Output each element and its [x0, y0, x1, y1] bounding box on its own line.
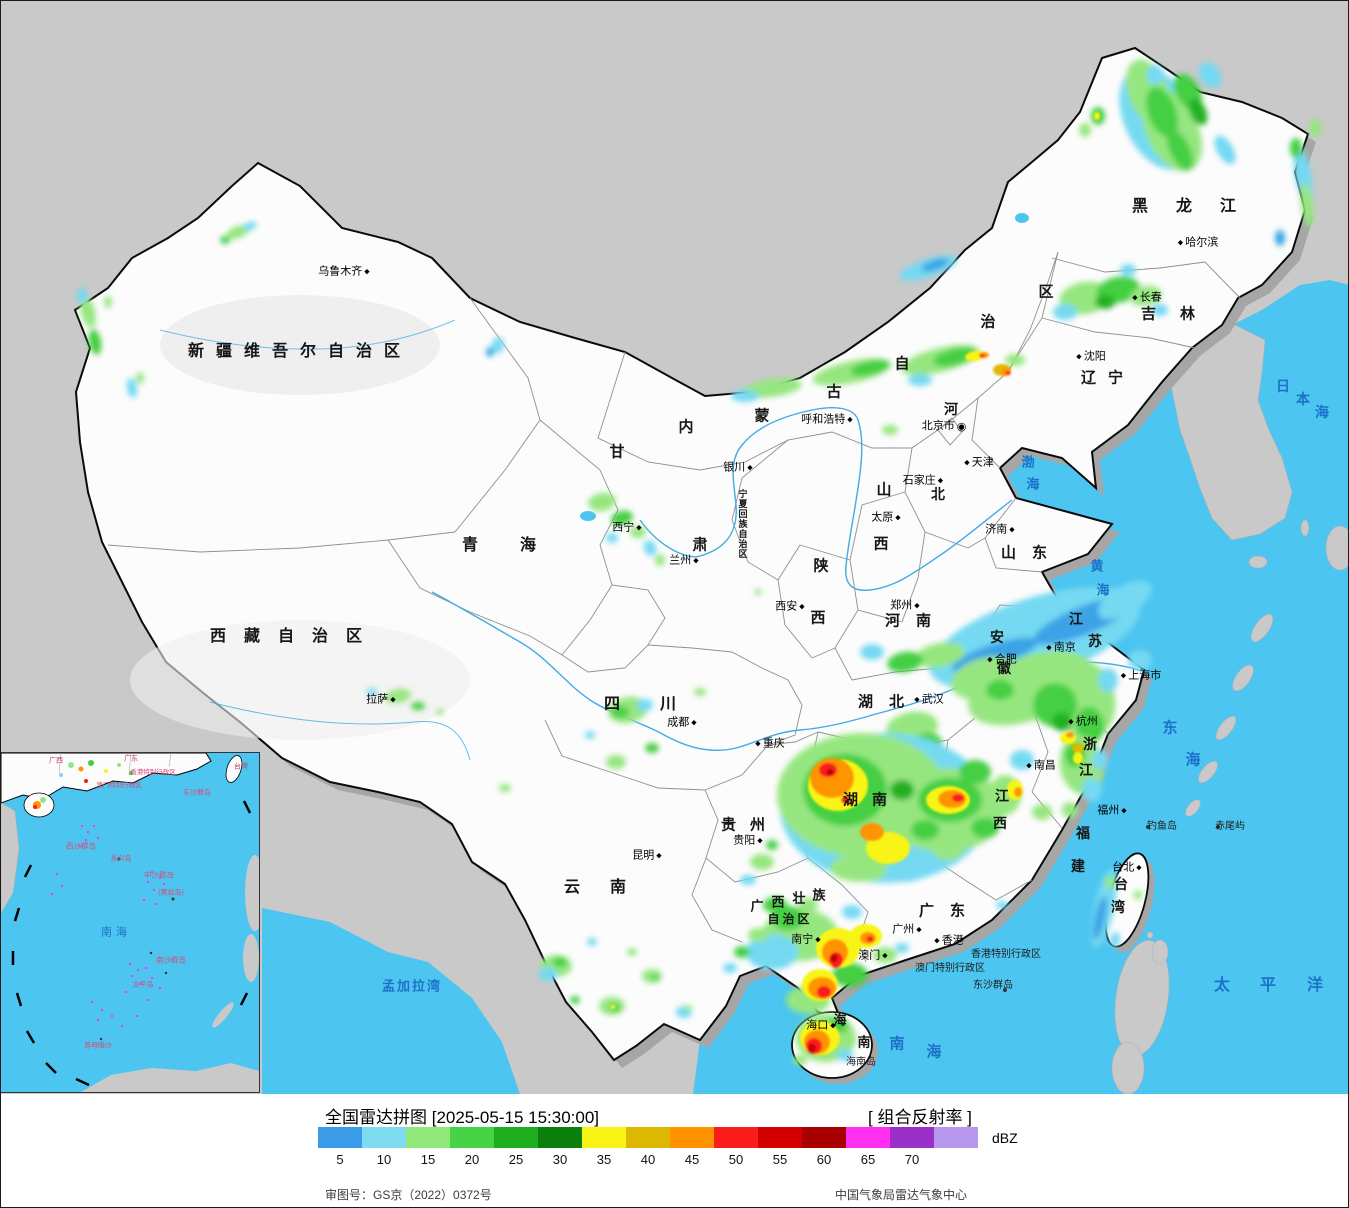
legend-tick-label: [934, 1152, 978, 1167]
inset-radar-echoes: [33, 760, 133, 809]
radar-echo-cores: [610, 112, 1100, 1055]
legend-color-segment: [318, 1127, 362, 1148]
approval-number: 审图号：GS京（2022）0372号: [325, 1188, 492, 1202]
inset-taiwan: [225, 755, 243, 783]
legend-color-segment: [670, 1127, 714, 1148]
colorbar: [318, 1127, 978, 1148]
legend-color-segment: [758, 1127, 802, 1148]
legend-tick-label: 35: [596, 1152, 612, 1167]
legend-color-segment: [450, 1127, 494, 1148]
legend-tick-label: 40: [640, 1152, 656, 1167]
radar-map: 新疆维吾尔自治区 西藏自治区 青海甘肃内蒙古自治区黑龙江 吉林 辽宁河北山西山东 河南陕西…: [0, 0, 1349, 1094]
small-island: [1146, 931, 1154, 939]
ryukyu-island: [1185, 799, 1201, 817]
ryukyu-island: [1215, 716, 1237, 740]
legend-panel: 全国雷达拼图 [2025-05-15 15:30:00] [ 组合反射率 ] d…: [0, 1094, 1349, 1208]
tsushima-island: [1300, 519, 1310, 537]
island-dots: [1003, 825, 1220, 992]
legend-color-segment: [802, 1127, 846, 1148]
product-name: [ 组合反射率 ]: [868, 1108, 972, 1127]
ryukyu-island: [1232, 664, 1254, 692]
korea-peninsula: [1169, 324, 1293, 541]
legend-tick-label: 20: [464, 1152, 480, 1167]
ryukyu-island: [1250, 613, 1274, 643]
legend-tick-label: 45: [684, 1152, 700, 1167]
legend-tick-label: 15: [420, 1152, 436, 1167]
tibet-relief: [130, 620, 470, 740]
legend-tick-label: 30: [552, 1152, 568, 1167]
inset-province-lines: [58, 753, 172, 776]
legend-tick-label: 70: [904, 1152, 920, 1167]
inset-mainland: [1, 753, 212, 804]
colorbar-unit-label: dBZ: [992, 1130, 1018, 1146]
kyushu-island: [1325, 525, 1349, 571]
legend-color-segment: [846, 1127, 890, 1148]
inset-svg: [1, 753, 259, 1092]
legend-tick-label: 65: [860, 1152, 876, 1167]
map-title: 全国雷达拼图 [2025-05-15 15:30:00]: [325, 1108, 600, 1127]
qinghai-lake: [580, 511, 596, 521]
babuyan-island: [1151, 939, 1169, 965]
legend-color-segment: [934, 1127, 978, 1148]
legend-color-segment: [890, 1127, 934, 1148]
legend-tick-label: 25: [508, 1152, 524, 1167]
legend-tick-label: 10: [376, 1152, 392, 1167]
legend-color-segment: [538, 1127, 582, 1148]
legend-color-segment: [626, 1127, 670, 1148]
legend-tick-label: 60: [816, 1152, 832, 1167]
foreign-land: [1111, 324, 1349, 1094]
legend-tick-label: 5: [336, 1152, 344, 1167]
legend-color-segment: [494, 1127, 538, 1148]
inset-magenta-echoes: [51, 825, 165, 1027]
tarim-river: [159, 319, 456, 350]
sea-area: [262, 280, 1349, 1094]
inset-luzon: [245, 855, 259, 931]
inset-luzon: [243, 934, 259, 982]
legend-color-segment: [714, 1127, 758, 1148]
south-china-sea-inset: 广西 广东 台湾 香港特别行政区 澳门特别行政区 东沙群岛 西沙群岛 永兴岛 中沙群岛 (黄岩岛)…: [0, 752, 260, 1093]
colorbar-ticks: 5 10 15 20 25 30 35 40 45 50 55 60 65 70: [318, 1152, 978, 1167]
luzon-island: [1111, 1041, 1145, 1094]
credit-text: 中国气象局雷达气象中心: [835, 1188, 968, 1202]
legend-color-segment: [406, 1127, 450, 1148]
inset-island-dots: [99, 857, 175, 1041]
jeju-island: [1248, 555, 1268, 569]
legend-color-segment: [582, 1127, 626, 1148]
inset-borneo: [81, 1063, 259, 1092]
nine-dash-line: [11, 800, 252, 1087]
legend-tick-label: 50: [728, 1152, 744, 1167]
inset-vietnam: [1, 802, 20, 914]
ryukyu-island: [1198, 761, 1218, 783]
yellow-river: [639, 407, 1013, 591]
inset-palawan: [212, 1002, 234, 1028]
yarlung-river: [209, 701, 471, 761]
hulun-lake: [1015, 213, 1029, 223]
tarim-relief: [160, 295, 440, 395]
legend-tick-label: 55: [772, 1152, 788, 1167]
legend-color-segment: [362, 1127, 406, 1148]
